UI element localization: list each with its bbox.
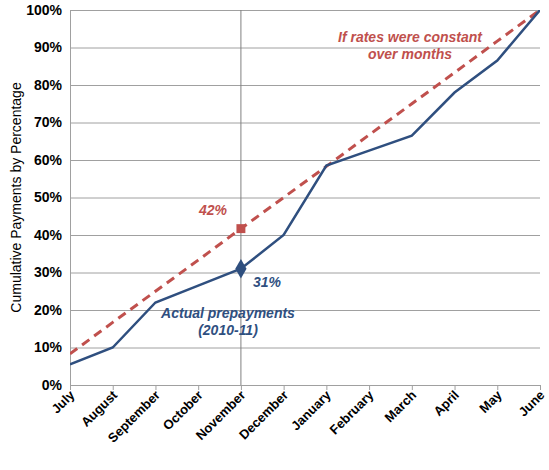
x-tick-label: December <box>236 387 291 442</box>
grid-line <box>70 310 540 311</box>
grid-line <box>70 235 540 236</box>
y-tick: 100% <box>26 2 540 18</box>
series-label: Actual prepayments(2010-11) <box>160 305 295 338</box>
x-tick-label: February <box>327 387 377 437</box>
y-tick: 50% <box>34 189 540 205</box>
grid-line <box>70 10 540 11</box>
grid-line <box>70 85 540 86</box>
x-tick-label: May <box>476 387 505 416</box>
tick-mark <box>455 385 456 390</box>
grid-line <box>70 48 540 49</box>
x-tick: December <box>236 385 291 442</box>
series-label: If rates were constantover months <box>338 29 483 62</box>
x-tick-label: April <box>430 387 462 419</box>
x-tick: July <box>48 385 78 416</box>
tick-mark <box>284 385 285 390</box>
y-tick-label: 90% <box>34 39 63 55</box>
y-tick-label: 20% <box>34 302 63 318</box>
x-tick-label: September <box>105 387 163 445</box>
tick-mark <box>540 385 541 390</box>
y-tick-label: 30% <box>34 264 63 280</box>
y-tick: 70% <box>34 114 540 130</box>
x-tick: April <box>430 385 462 419</box>
x-tick: August <box>78 385 121 430</box>
y-tick-label: 60% <box>34 152 63 168</box>
y-tick: 30% <box>34 264 540 280</box>
x-tick: September <box>105 385 163 446</box>
annotation-label: 31% <box>253 274 282 290</box>
y-tick-label: 80% <box>34 77 63 93</box>
tick-mark <box>113 385 114 390</box>
grid-line <box>70 160 540 161</box>
y-tick-label: 40% <box>34 227 63 243</box>
x-tick-label: June <box>515 387 547 419</box>
tick-mark <box>241 385 242 390</box>
x-tick-label: March <box>382 387 420 425</box>
y-tick: 60% <box>34 152 540 168</box>
x-tick: May <box>476 385 505 416</box>
tick-mark <box>155 385 156 390</box>
y-axis: 0% 10% 20% 30% 40% 50% 60% 70% 80% 90% 100% <box>26 2 540 393</box>
x-tick-label: August <box>78 387 121 430</box>
plot-area <box>70 10 540 364</box>
x-tick: June <box>515 385 547 419</box>
y-tick-label: 10% <box>34 339 63 355</box>
annotation-marker <box>236 224 245 233</box>
x-axis-line <box>71 385 541 386</box>
series-line <box>70 10 540 354</box>
x-tick: March <box>382 385 420 425</box>
grid-line <box>70 348 540 349</box>
y-tick: 0% <box>42 377 540 393</box>
y-tick-label: 50% <box>34 189 63 205</box>
tick-mark <box>369 385 370 390</box>
series-line <box>70 10 540 364</box>
tick-mark <box>70 385 71 390</box>
tick-mark <box>412 385 413 390</box>
tick-mark <box>326 385 327 390</box>
chart: 0% 10% 20% 30% 40% 50% 60% 70% 80% 90% 100% JulyAug… <box>0 0 549 470</box>
grid-line <box>70 273 540 274</box>
grid-line <box>70 385 540 386</box>
x-axis: JulyAugustSeptemberOctoberNovemberDecemb… <box>48 385 547 446</box>
y-tick-label: 100% <box>26 2 62 18</box>
y-tick-label: 70% <box>34 114 63 130</box>
annotation-label: 42% <box>198 202 228 218</box>
x-tick-label: July <box>48 387 78 417</box>
annotation-marker <box>235 259 246 279</box>
x-tick: February <box>327 385 377 437</box>
y-axis-title: Cumulative Payments by Percentage <box>8 82 24 313</box>
tick-mark <box>497 385 498 390</box>
grid-line <box>70 123 540 124</box>
tick-mark <box>198 385 199 390</box>
y-tick-label: 0% <box>42 377 63 393</box>
